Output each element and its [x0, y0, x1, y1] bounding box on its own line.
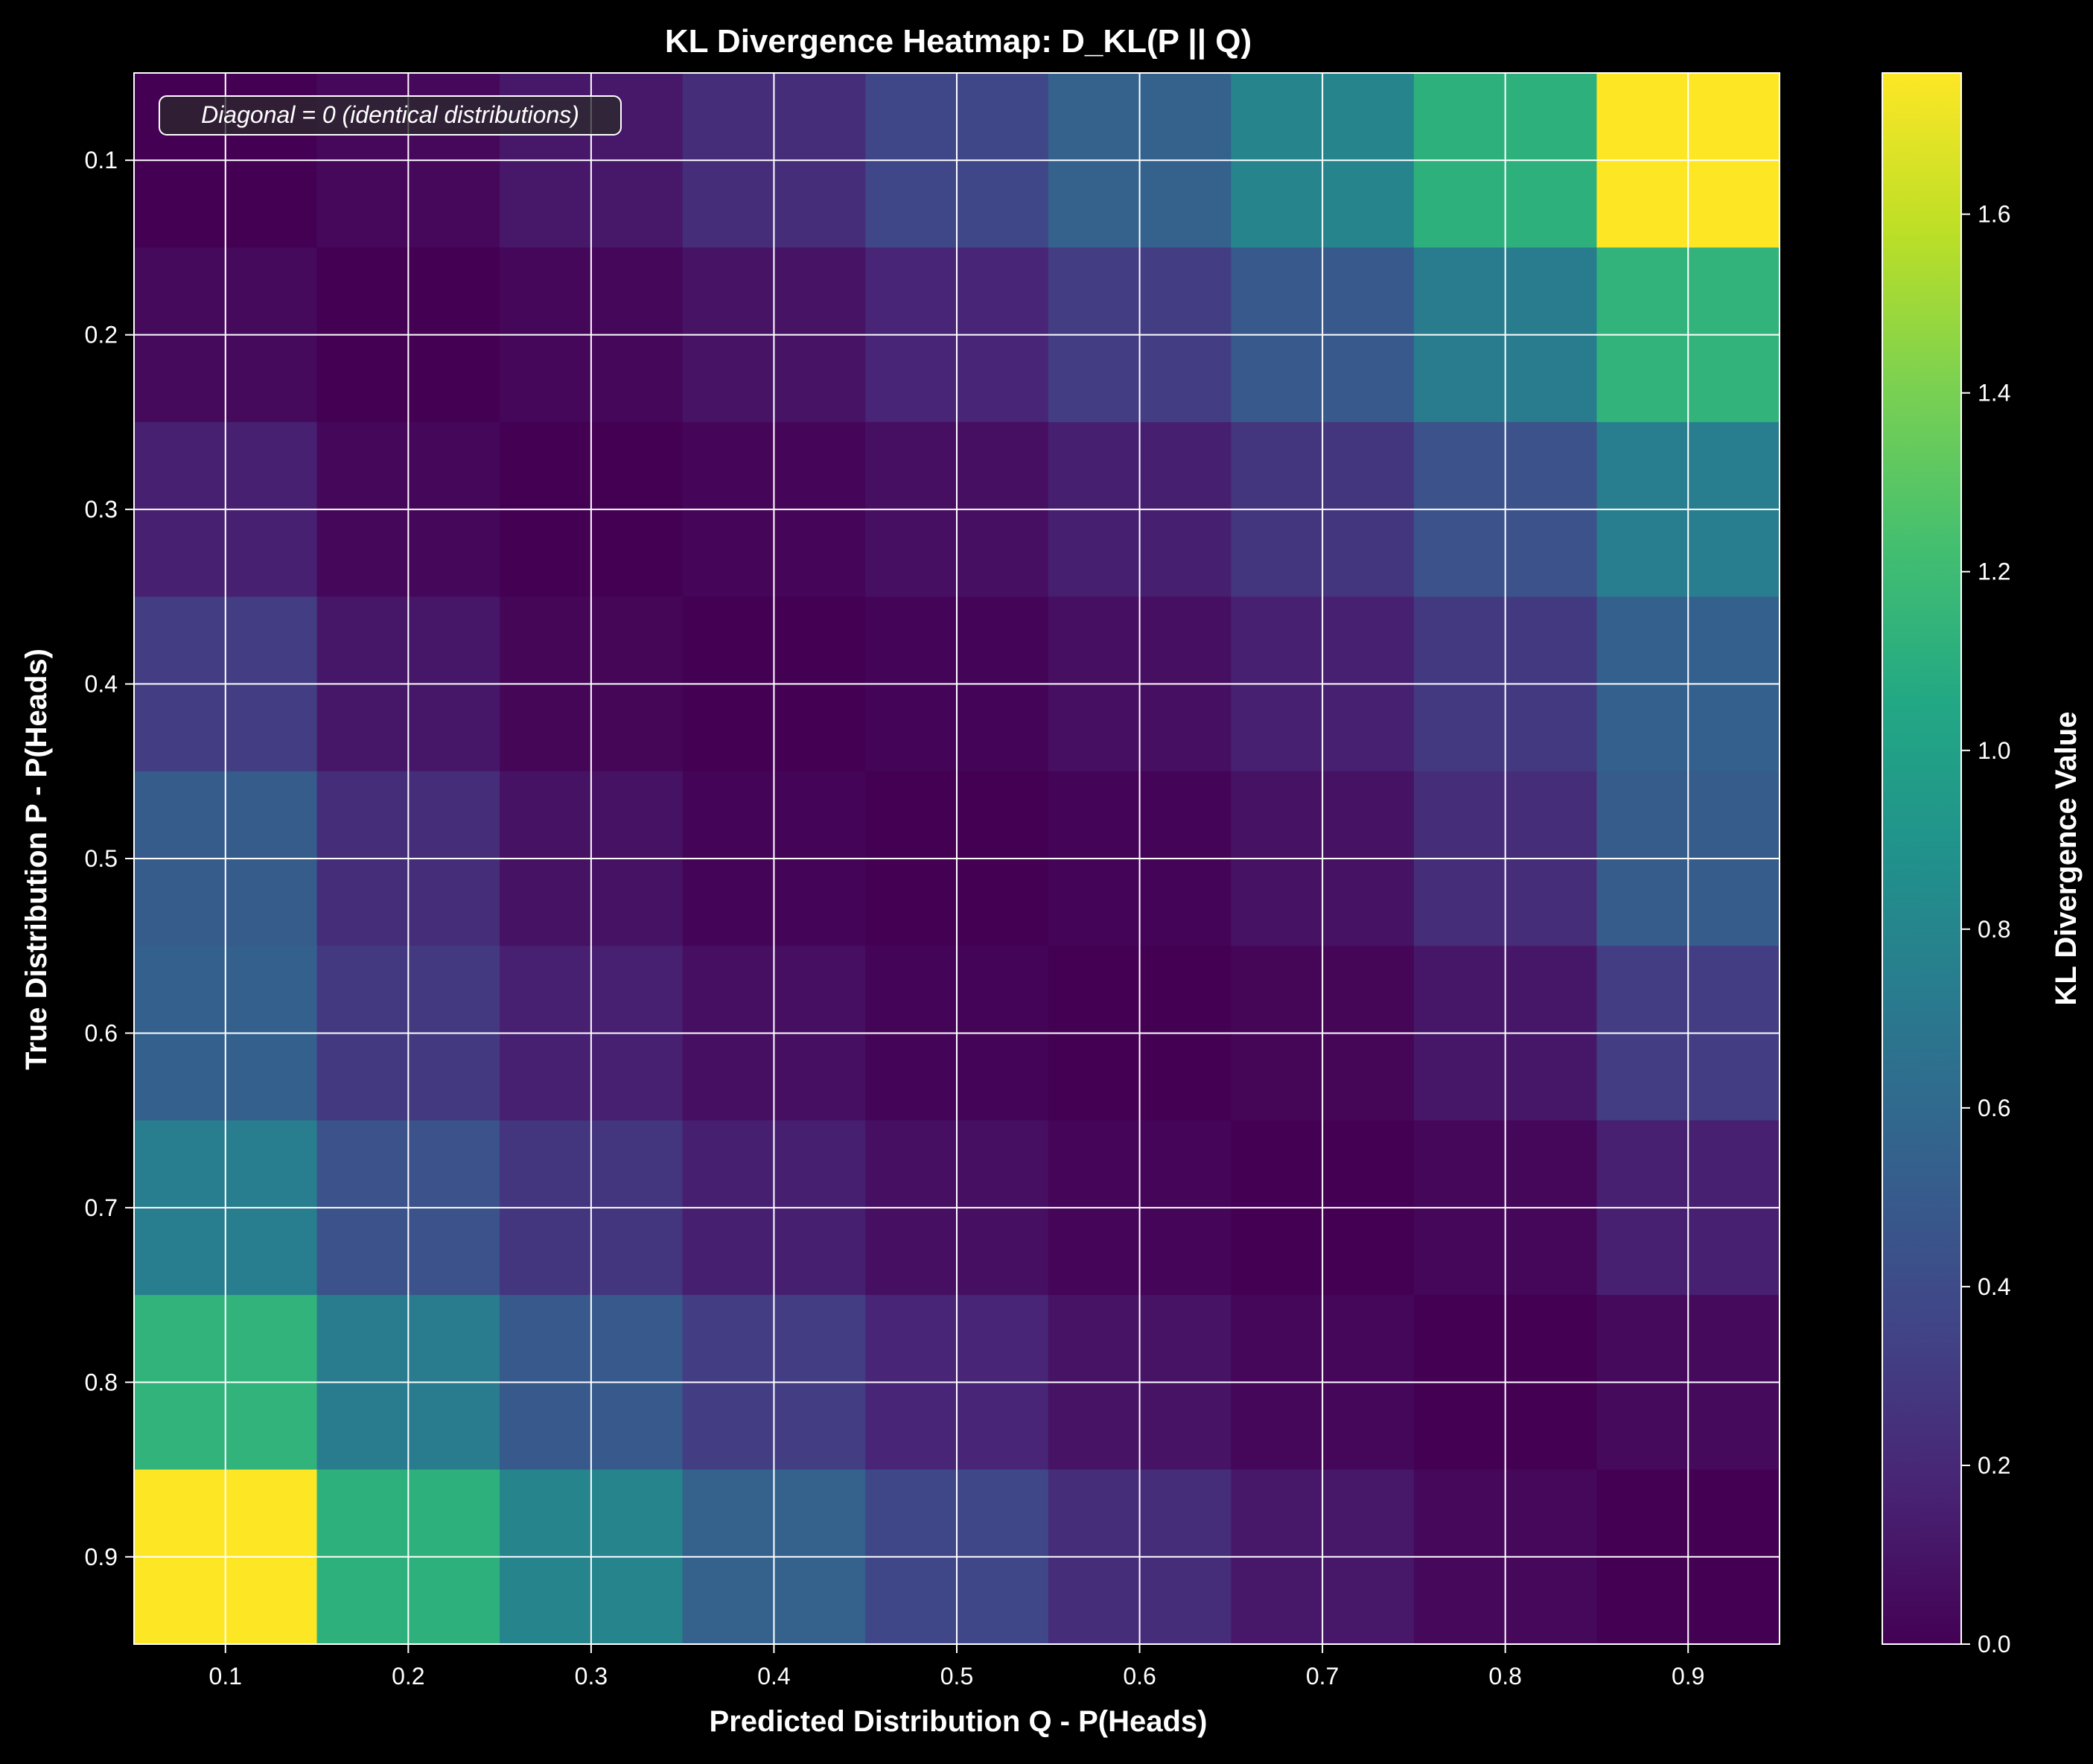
y-tick-label: 0.8: [85, 1369, 118, 1395]
y-tick-label: 0.6: [85, 1019, 118, 1046]
colorbar-tick-label: 1.6: [1978, 201, 2010, 228]
x-tick-label: 0.9: [1672, 1663, 1704, 1690]
colorbar-tick-label: 1.2: [1978, 558, 2010, 585]
y-tick-label: 0.2: [85, 322, 118, 348]
y-tick-label: 0.3: [85, 496, 118, 523]
colorbar-ticks: 0.0 0.2 0.4 0.6 0.8 1.0 1.2 1.4 1.6: [1961, 201, 2010, 1658]
colorbar-tick-label: 1.0: [1978, 737, 2010, 764]
annotation-box: [159, 95, 622, 136]
chart-title: KL Divergence Heatmap: D_KL(P || Q): [665, 23, 1252, 60]
colorbar-tick-label: 0.6: [1978, 1095, 2010, 1121]
colorbar-tick-label: 0.2: [1978, 1452, 2010, 1479]
x-axis-label: Predicted Distribution Q - P(Heads): [710, 1705, 1208, 1738]
y-tick-label: 0.4: [85, 671, 118, 698]
y-tick-label: 0.1: [85, 147, 118, 173]
x-tick-label: 0.3: [575, 1663, 608, 1690]
x-axis-ticks: 0.1 0.2 0.3 0.4 0.5 0.6 0.7 0.8 0.9: [209, 1644, 1704, 1690]
y-tick-label: 0.9: [85, 1544, 118, 1570]
x-tick-label: 0.5: [940, 1663, 973, 1690]
colorbar-tick-label: 0.0: [1978, 1631, 2010, 1658]
x-tick-label: 0.6: [1123, 1663, 1156, 1690]
x-tick-label: 0.4: [757, 1663, 790, 1690]
y-tick-label: 0.5: [85, 845, 118, 872]
y-tick-label: 0.7: [85, 1194, 118, 1221]
colorbar: 0.0 0.2 0.4 0.6 0.8 1.0 1.2 1.4 1.6 KL Divergenc…: [1882, 72, 2083, 1658]
y-axis-label: True Distribution P - P(Heads): [20, 649, 53, 1070]
x-tick-label: 0.2: [392, 1663, 424, 1690]
diagonal-annotation: Diagonal = 0 (identical distributions): [159, 95, 622, 136]
x-tick-label: 0.1: [209, 1663, 242, 1690]
y-axis-ticks: 0.1 0.2 0.3 0.4 0.5 0.6 0.7 0.8 0.9: [85, 147, 134, 1570]
colorbar-gradient: [1882, 72, 1962, 1645]
grid-lines: [134, 73, 1780, 1644]
colorbar-tick-label: 1.4: [1978, 380, 2010, 407]
x-tick-label: 0.7: [1306, 1663, 1339, 1690]
colorbar-tick-label: 0.4: [1978, 1273, 2010, 1300]
annotation-text: Diagonal = 0 (identical distributions): [201, 101, 579, 128]
colorbar-label: KL Divergence Value: [2050, 712, 2083, 1006]
colorbar-tick-label: 0.8: [1978, 916, 2010, 943]
x-tick-label: 0.8: [1488, 1663, 1521, 1690]
